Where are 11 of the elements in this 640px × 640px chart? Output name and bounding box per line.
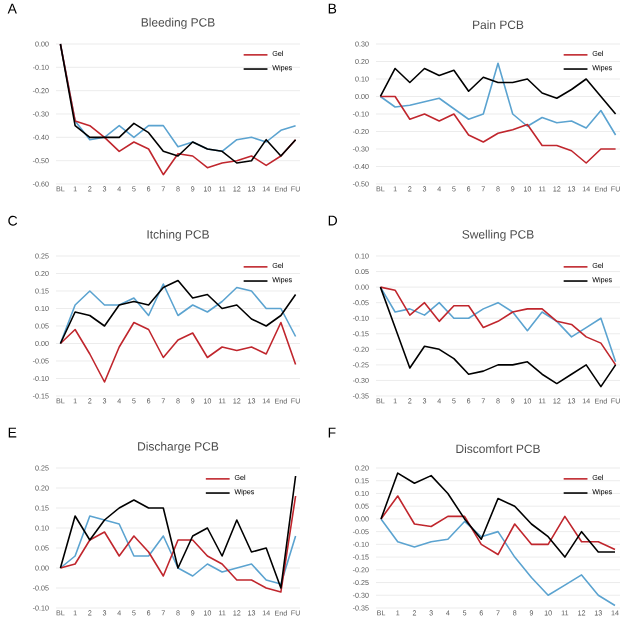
line-series <box>59 495 297 593</box>
line-series <box>59 475 297 589</box>
line-series <box>379 62 617 136</box>
line-series <box>59 515 297 585</box>
line-series <box>379 95 617 164</box>
line-series <box>59 321 297 383</box>
line-series <box>380 472 616 558</box>
line-series <box>379 67 617 115</box>
line-series <box>380 495 616 556</box>
line-series <box>380 518 616 607</box>
line-series <box>379 286 617 388</box>
